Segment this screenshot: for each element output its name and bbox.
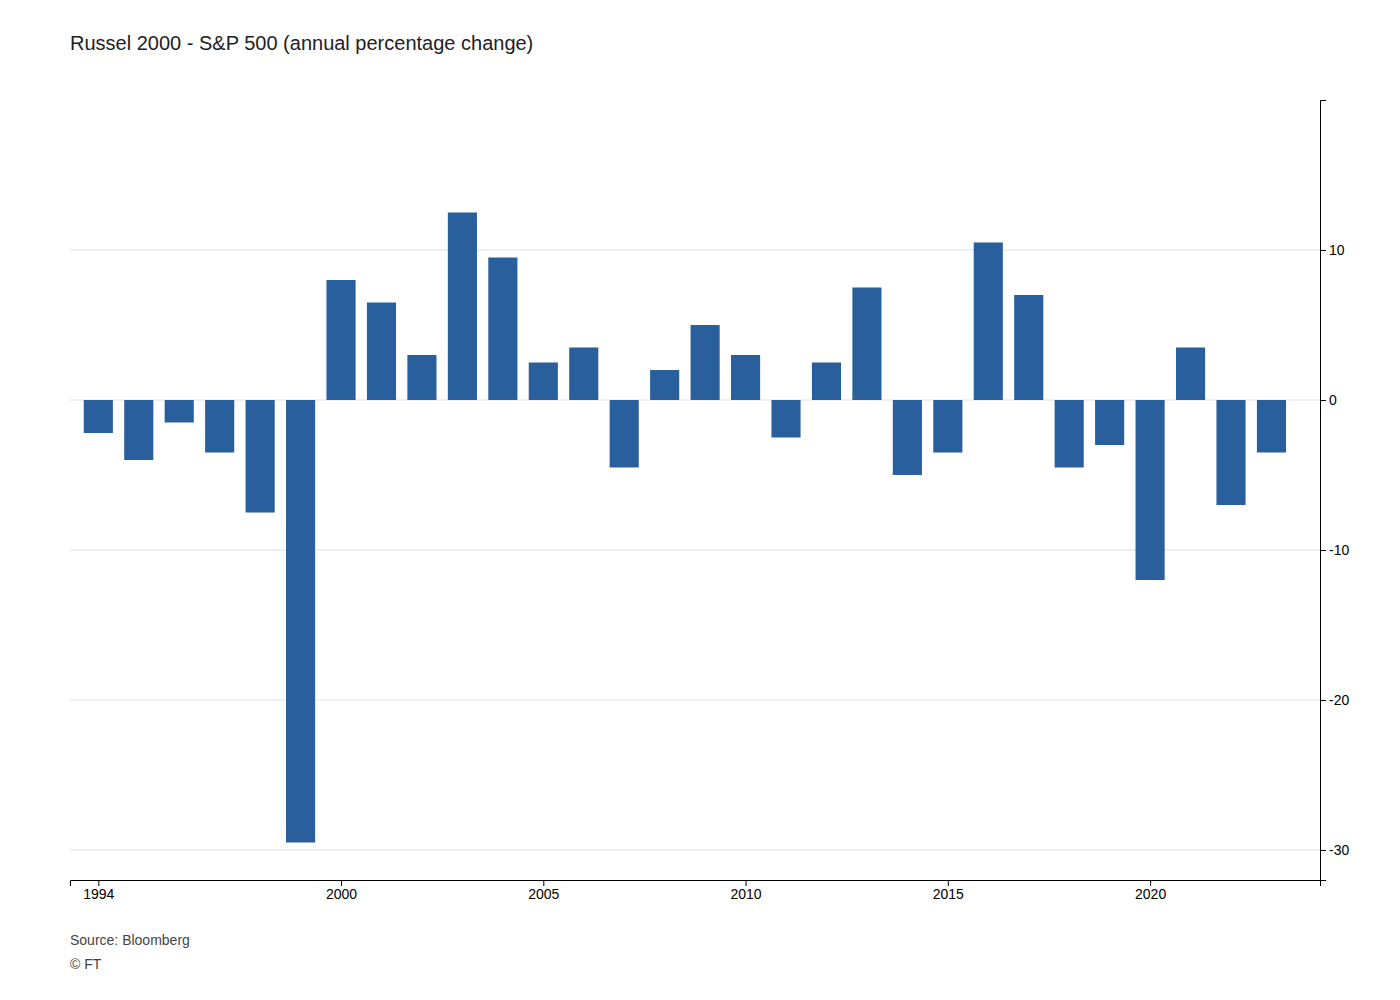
- bar: [326, 280, 355, 400]
- x-tick-label: 1994: [83, 886, 114, 902]
- bar: [731, 355, 760, 400]
- bar: [610, 400, 639, 468]
- y-tick-mark: [1320, 400, 1326, 401]
- bar: [852, 288, 881, 401]
- y-tick: -20: [1320, 692, 1349, 708]
- y-tick-mark: [1320, 550, 1326, 551]
- bar: [569, 348, 598, 401]
- x-tick-label: 2000: [326, 886, 357, 902]
- bar: [84, 400, 113, 433]
- y-tick-label: -10: [1329, 542, 1349, 558]
- y-tick-label: 10: [1329, 242, 1345, 258]
- y-tick-mark: [1320, 850, 1326, 851]
- y-axis: -30 -20 -10 0 10: [1320, 101, 1349, 881]
- x-axis: 1994 2000 2005 2010 2015 2020: [71, 880, 1321, 902]
- grid-line: [70, 850, 1320, 851]
- bar: [448, 213, 477, 401]
- bar: [124, 400, 153, 460]
- bar: [893, 400, 922, 475]
- annotation: Source: Bloomberg: [70, 932, 190, 948]
- bar: [691, 325, 720, 400]
- grid-line: [70, 550, 1320, 551]
- bar: [812, 363, 841, 401]
- bar: [650, 370, 679, 400]
- bar: [367, 303, 396, 401]
- annotations: Source: Bloomberg © FT: [70, 932, 190, 972]
- bar: [1055, 400, 1084, 468]
- y-tick: 10: [1320, 242, 1345, 258]
- x-tick: 1994: [83, 880, 114, 902]
- x-tick: 2015: [933, 880, 964, 902]
- x-tick: 2020: [1135, 880, 1166, 902]
- bar: [407, 355, 436, 400]
- bar: [1216, 400, 1245, 505]
- chart: Russel 2000 - S&P 500 (annual percentage…: [0, 0, 1400, 1000]
- bar: [205, 400, 234, 453]
- bar: [246, 400, 275, 513]
- x-tick: 2005: [528, 880, 559, 902]
- y-tick: -30: [1320, 842, 1349, 858]
- grid: [70, 250, 1320, 850]
- y-tick-label: -30: [1329, 842, 1349, 858]
- y-tick-label: -20: [1329, 692, 1349, 708]
- grid-line: [70, 700, 1320, 701]
- x-tick-label: 2020: [1135, 886, 1166, 902]
- x-axis-line: [71, 881, 1321, 887]
- bar: [1257, 400, 1286, 453]
- y-tick-mark: [1320, 250, 1326, 251]
- bar: [1136, 400, 1165, 580]
- plot: 1994 2000 2005 2010 2015 2020 -30 -20 -10 0 10: [70, 101, 1349, 902]
- title: Russel 2000 - S&P 500 (annual percentage…: [70, 32, 533, 54]
- bar: [529, 363, 558, 401]
- bar: [165, 400, 194, 423]
- y-tick-label: 0: [1329, 392, 1337, 408]
- bar: [974, 243, 1003, 401]
- grid-line: [70, 250, 1320, 251]
- bar: [286, 400, 315, 843]
- bar: [933, 400, 962, 453]
- y-tick: -10: [1320, 542, 1349, 558]
- bars: [84, 213, 1286, 843]
- bar: [1014, 295, 1043, 400]
- y-tick-mark: [1320, 700, 1326, 701]
- bar: [1176, 348, 1205, 401]
- bar: [771, 400, 800, 438]
- x-tick: 2000: [326, 880, 357, 902]
- x-tick-label: 2015: [933, 886, 964, 902]
- x-tick-label: 2005: [528, 886, 559, 902]
- bar: [488, 258, 517, 401]
- y-tick: 0: [1320, 392, 1337, 408]
- x-tick-label: 2010: [730, 886, 761, 902]
- x-tick: 2010: [730, 880, 761, 902]
- annotation: © FT: [70, 956, 102, 972]
- bar: [1095, 400, 1124, 445]
- y-axis-line: [1321, 101, 1327, 881]
